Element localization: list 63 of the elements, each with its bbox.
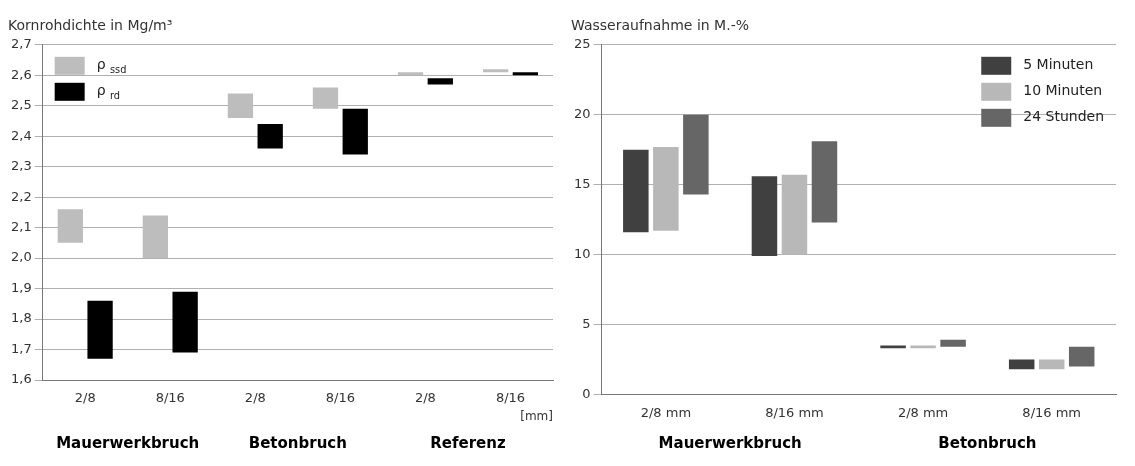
bar xyxy=(940,339,966,347)
bar xyxy=(811,141,838,223)
y-tick-label: 0 xyxy=(582,385,591,401)
text: Mauerwerkbruch xyxy=(658,433,802,452)
text: Mauerwerkbruch xyxy=(56,433,200,452)
text: Betonbruch xyxy=(938,433,1037,452)
y-tick-label: 1,6 xyxy=(10,371,32,387)
x-tick-label: 8/16 xyxy=(155,390,185,406)
legend-label: 10 Minuten xyxy=(1023,82,1103,99)
y-tick-label: 2,7 xyxy=(10,36,32,52)
x-tick-label: 2/8 mm xyxy=(897,404,949,420)
bar xyxy=(87,300,113,359)
bar xyxy=(427,78,453,85)
y-tick-label: 1,8 xyxy=(10,310,32,326)
y-tick-label: 15 xyxy=(574,176,591,192)
legend-label: 5 Minuten xyxy=(1023,56,1094,73)
x-tick-label: 8/16 mm xyxy=(765,404,824,420)
x-tick-label: 2/8 mm xyxy=(640,404,692,420)
bar xyxy=(342,108,368,155)
bar xyxy=(1068,346,1095,367)
bar xyxy=(1038,359,1065,370)
bar xyxy=(142,215,169,259)
x-tick-label: 2/8 xyxy=(244,390,266,406)
y-tick-label: 1,7 xyxy=(10,340,32,356)
legend-label: ρ ssd xyxy=(96,56,127,75)
bar xyxy=(172,291,198,353)
bar xyxy=(751,176,778,256)
y-tick-label: 2,3 xyxy=(10,158,32,174)
y-tick-label: 5 xyxy=(582,315,591,331)
y-tick-label: 2,6 xyxy=(10,66,32,82)
y-tick-label: 2,4 xyxy=(10,127,32,143)
x-tick-label: 8/16 xyxy=(325,390,355,406)
bar xyxy=(1008,359,1035,370)
legend-label: ρ rd xyxy=(96,82,121,101)
x-tick-label: 8/16 mm xyxy=(1022,404,1082,420)
bar xyxy=(312,87,339,109)
y-tick-label: 20 xyxy=(574,106,591,122)
chart-title: Kornrohdichte in Mg/m³ xyxy=(8,17,173,34)
bar xyxy=(257,124,283,149)
bar xyxy=(623,149,649,233)
bar xyxy=(683,114,709,195)
bar xyxy=(482,69,509,73)
y-tick-label: 10 xyxy=(574,245,591,261)
y-tick-label: 2,5 xyxy=(10,97,32,113)
x-axis-title: [mm] xyxy=(520,408,553,423)
x-tick-label: 2/8 xyxy=(414,390,436,406)
text: Referenz xyxy=(430,433,506,452)
bar xyxy=(880,345,906,349)
y-tick-label: 1,9 xyxy=(10,279,32,295)
bar xyxy=(227,93,254,118)
x-tick-label: 2/8 xyxy=(74,390,96,406)
y-tick-label: 2,1 xyxy=(10,219,32,235)
legend-label: 24 Stunden xyxy=(1023,108,1105,125)
bar xyxy=(910,345,936,349)
chart-title: Wasseraufnahme in M.-% xyxy=(571,17,749,34)
x-tick-label: 8/16 xyxy=(495,390,526,406)
bar xyxy=(397,72,424,76)
bar xyxy=(57,209,83,243)
y-tick-label: 2,2 xyxy=(10,188,32,204)
text: Betonbruch xyxy=(248,433,347,452)
y-tick-label: 25 xyxy=(574,36,591,52)
y-tick-label: 2,0 xyxy=(10,249,32,265)
bar xyxy=(512,72,539,76)
